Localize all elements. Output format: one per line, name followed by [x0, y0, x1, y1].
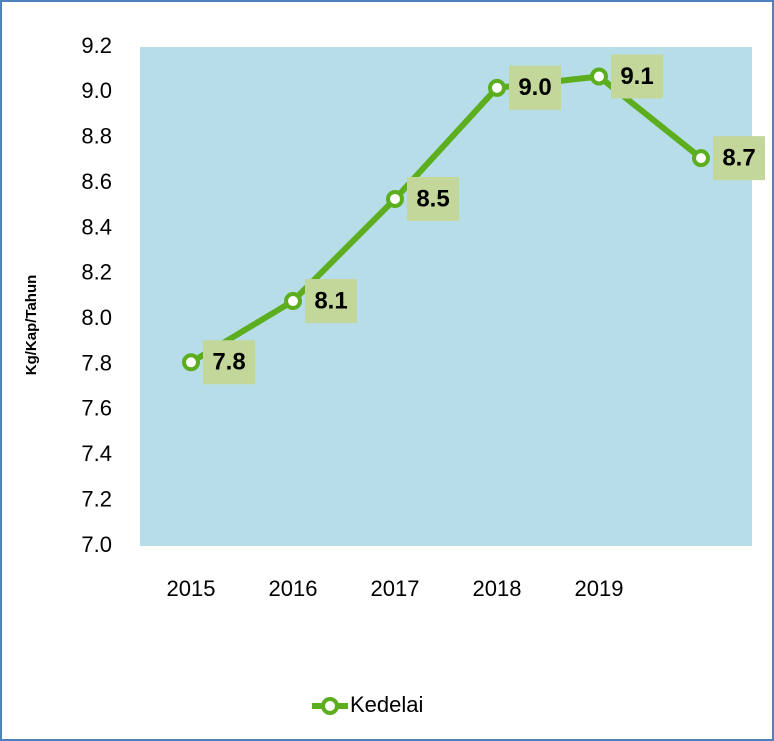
marker	[386, 189, 404, 208]
y-tick-label: 7.2	[81, 486, 112, 511]
y-tick-label: 9.0	[81, 78, 112, 103]
marker	[692, 149, 710, 168]
x-tick-label: 2017	[371, 576, 420, 601]
y-tick-label: 7.6	[81, 396, 112, 421]
y-tick-label: 7.4	[81, 441, 112, 466]
marker	[488, 78, 506, 97]
data-label: 8.5	[416, 185, 449, 212]
y-tick-label: 8.4	[81, 214, 112, 239]
data-label: 8.7	[722, 144, 755, 171]
x-tick-label: 2018	[473, 576, 522, 601]
marker	[590, 67, 608, 86]
data-label-box	[305, 279, 357, 324]
data-label-box	[509, 65, 561, 110]
y-tick-label: 8.0	[81, 305, 112, 330]
data-label-box	[203, 340, 255, 385]
data-label: 9.1	[620, 63, 653, 90]
y-tick-label: 7.8	[81, 350, 112, 375]
legend-label: Kedelai	[350, 692, 423, 717]
y-tick-label: 8.2	[81, 260, 112, 285]
y-axis-label: Kg/Kap/Tahun	[23, 275, 40, 376]
data-label: 7.8	[212, 349, 245, 376]
x-tick-label: 2015	[167, 576, 216, 601]
y-tick-label: 7.0	[81, 532, 112, 557]
data-label-box	[611, 54, 663, 99]
y-tick-label: 9.2	[81, 33, 112, 58]
data-label: 9.0	[518, 74, 551, 101]
x-tick-label: 2016	[269, 576, 318, 601]
data-label: 8.1	[314, 287, 347, 314]
y-tick-label: 8.6	[81, 169, 112, 194]
y-tick-label: 8.8	[81, 124, 112, 149]
marker	[284, 292, 302, 311]
x-tick-label: 2019	[575, 576, 624, 601]
marker	[182, 353, 200, 372]
data-label-box	[407, 176, 459, 221]
legend-marker	[321, 697, 339, 715]
plot-area	[140, 47, 752, 546]
data-label-box	[713, 136, 765, 181]
